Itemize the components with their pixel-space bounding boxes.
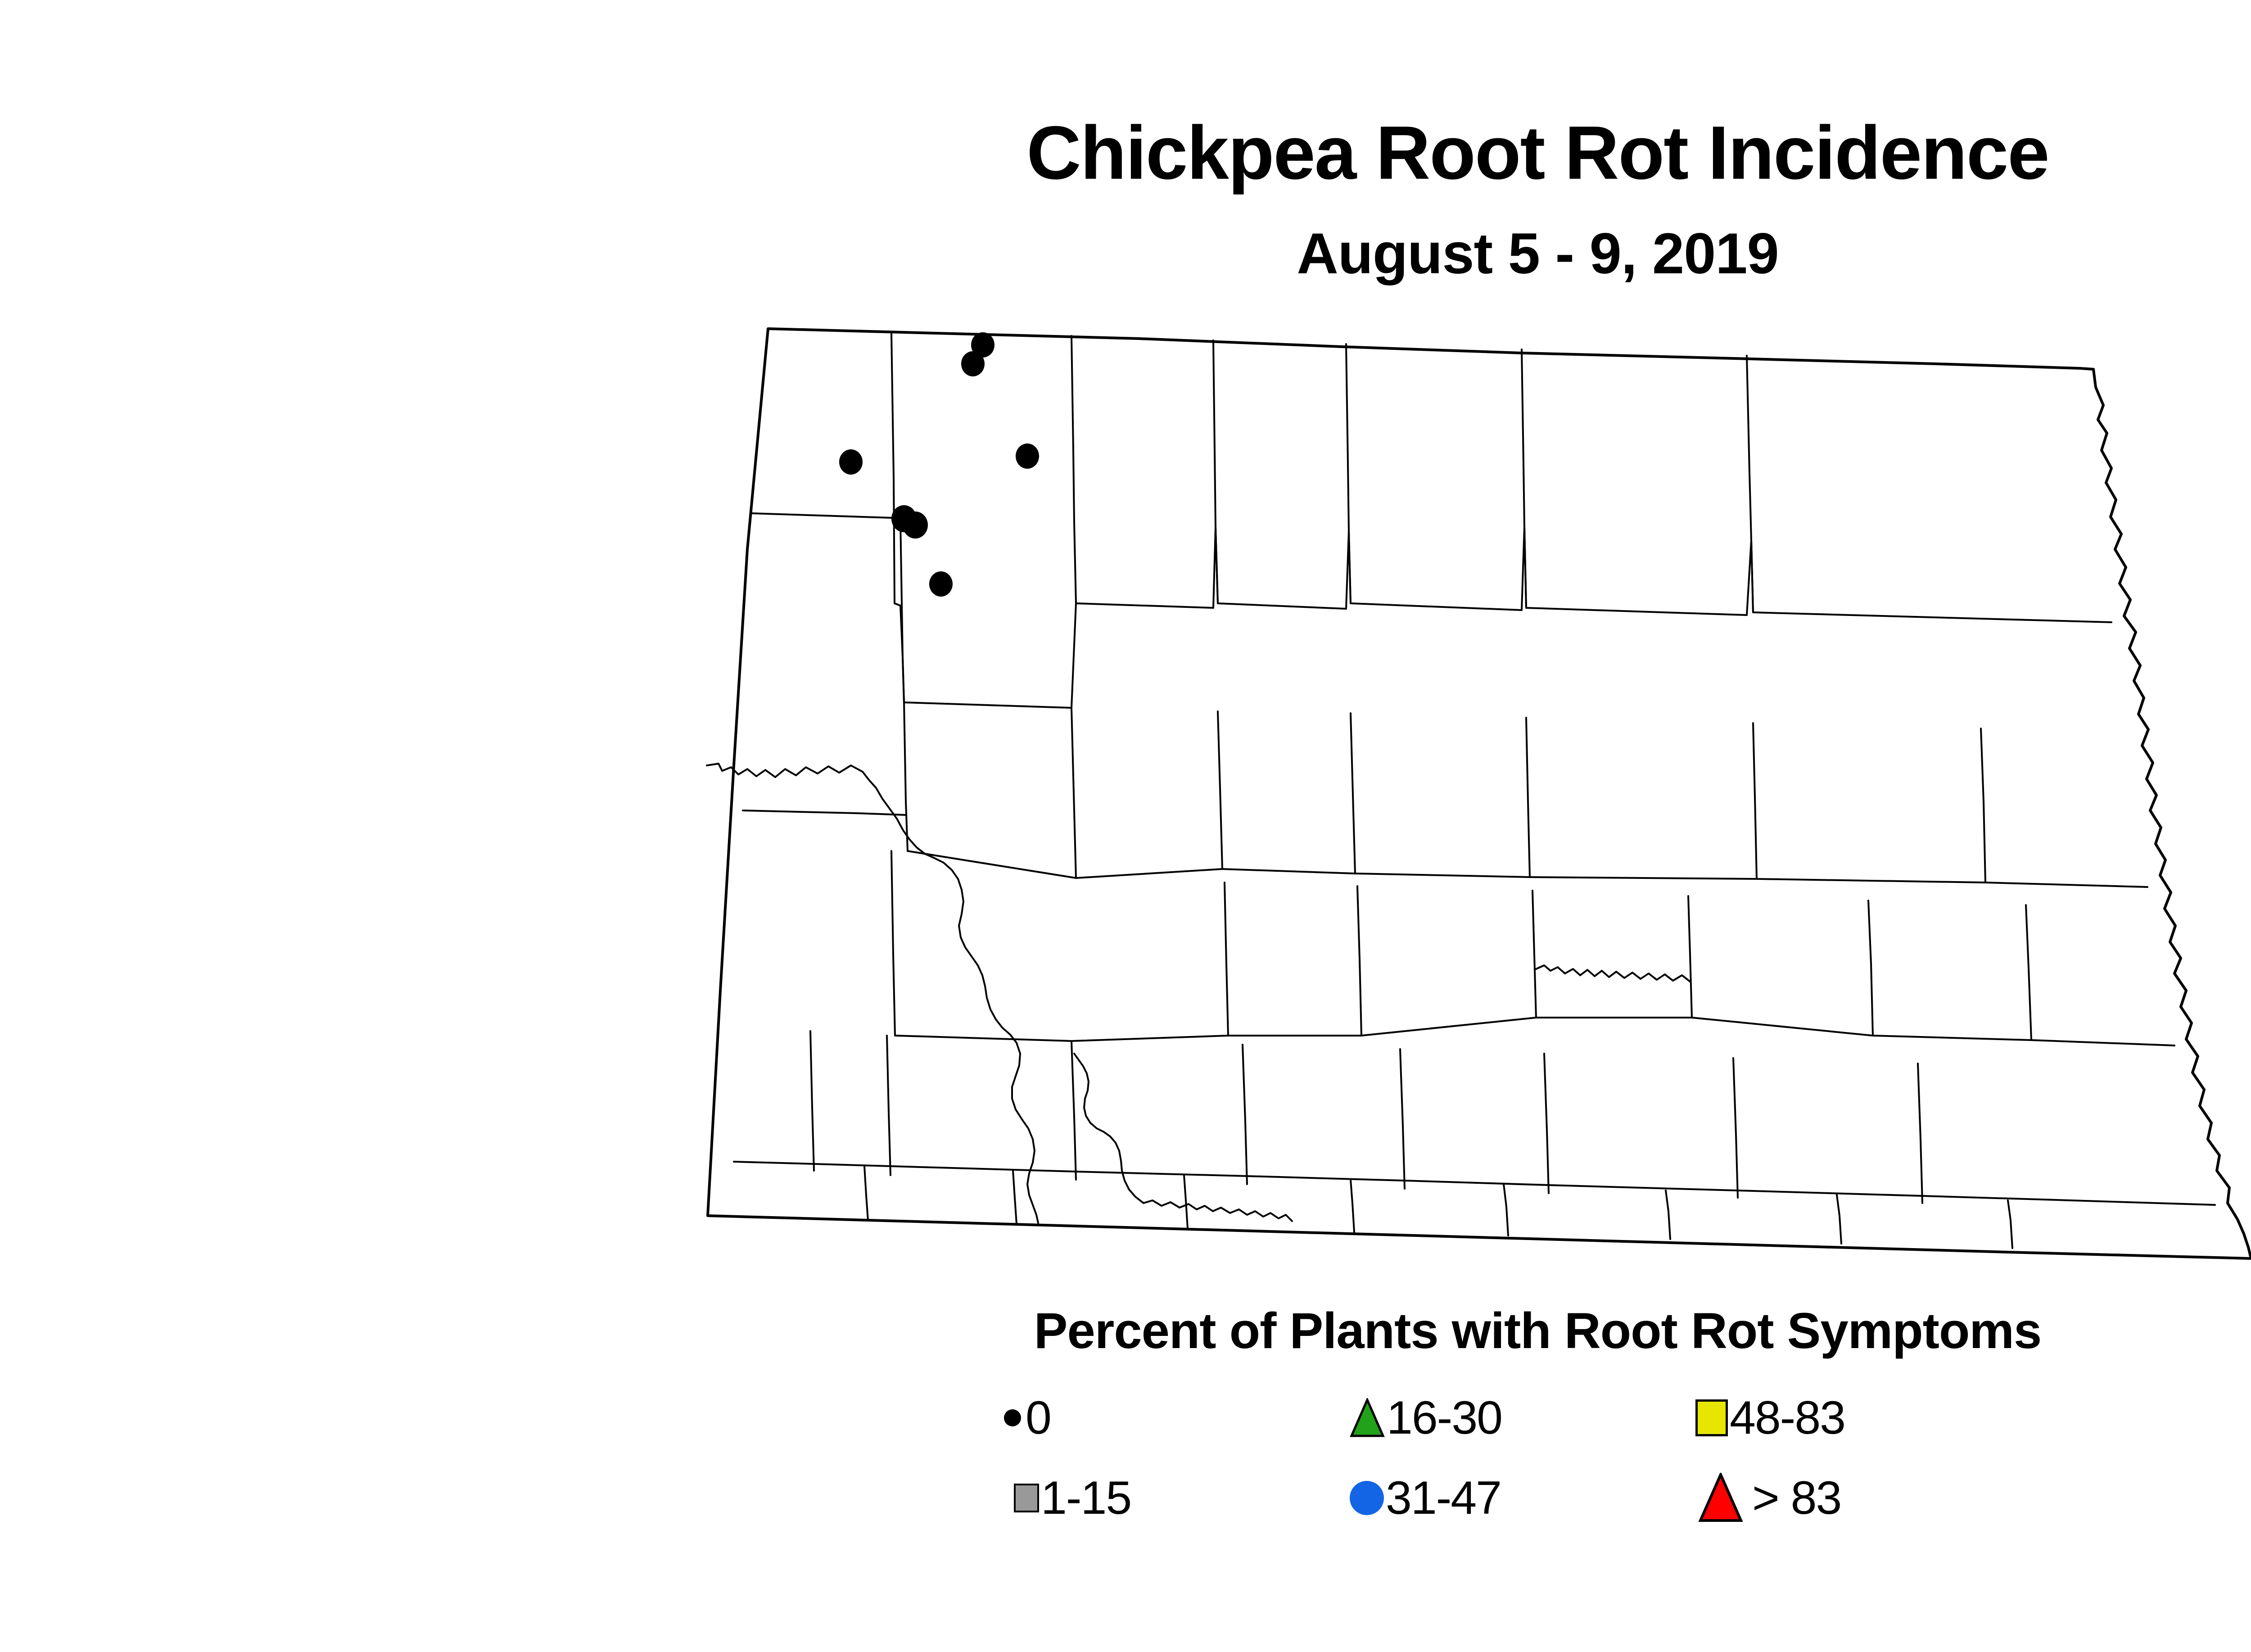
county-line-kidder-stutsman — [1543, 1053, 1550, 1194]
county-line-sheridan-wells — [1356, 885, 1362, 1036]
legend-entry-48-83[interactable]: 48-83 — [1656, 1378, 2002, 1458]
north-dakota-map — [675, 315, 2251, 1283]
page-subtitle: August 5 - 9, 2019 — [1297, 222, 1779, 286]
legend-row-top: 0 16-30 48-83 — [1004, 1378, 2084, 1458]
data-point-2 — [1016, 444, 1039, 469]
legend-title: Percent of Plants with Root Rot Symptoms — [1034, 1303, 2042, 1359]
missouri-river — [706, 763, 1039, 1224]
legend-label-16-30: 16-30 — [1387, 1392, 1503, 1444]
county-line-ward-mchenry — [1217, 711, 1223, 870]
legend-label-31-47: 31-47 — [1386, 1472, 1502, 1524]
legend-entry-31-47[interactable]: 31-47 — [1310, 1458, 1656, 1538]
county-line-mchenry-pierce — [1350, 712, 1356, 874]
red-triangle-icon — [1698, 1473, 1743, 1523]
county-line-barnes-cass — [1917, 1063, 1923, 1204]
data-point-1 — [961, 351, 985, 376]
county-line-tier2-williams-south — [742, 810, 907, 816]
legend-grid: 0 16-30 48-83 1-15 — [1004, 1378, 2084, 1538]
county-line-morton-burleigh — [1242, 1044, 1248, 1185]
county-line-renville-bottineau — [1071, 335, 1077, 604]
data-point-0 — [971, 332, 994, 358]
legend-label-1-15: 1-15 — [1041, 1472, 1132, 1524]
county-boundaries — [706, 327, 2251, 1260]
county-line-adams-hettinger — [1012, 1170, 1017, 1225]
yellow-square-icon — [1695, 1399, 1728, 1436]
legend-entry-1-15[interactable]: 1-15 — [1004, 1458, 1310, 1538]
county-line-benson-ramsey — [1752, 722, 1758, 880]
county-line-nelson-grandforks — [1867, 900, 1874, 1036]
county-line-bowman-adams — [863, 1165, 869, 1221]
map-legend: Percent of Plants with Root Rot Symptoms… — [0, 1303, 2251, 1522]
county-line-emmons-logan — [1503, 1183, 1509, 1236]
county-line-mclean-sheridan — [1224, 882, 1229, 1036]
river-cannonball — [1073, 1053, 1293, 1222]
county-line-stutsman-barnes — [1732, 1057, 1739, 1199]
county-line-burleigh-kidder — [1399, 1048, 1406, 1190]
legend-label-0: 0 — [1026, 1392, 1052, 1444]
county-line-mountrail-ward — [1071, 707, 1077, 879]
county-line-tier2-south — [907, 850, 2148, 888]
county-line-grant-emmons — [1350, 1179, 1355, 1233]
county-line-stark-morton — [1071, 1040, 1077, 1181]
data-point-3 — [839, 449, 863, 475]
legend-label-48-83: 48-83 — [1730, 1392, 1846, 1444]
county-line-gf-traill — [2025, 904, 2032, 1041]
county-line-ransom-richland — [2007, 1199, 2013, 1249]
county-line-golden-billings — [809, 1030, 815, 1172]
county-line-billings-stark — [886, 1035, 891, 1176]
lake-devils — [1535, 964, 1691, 982]
county-line-hettinger-grant — [1183, 1174, 1189, 1229]
gray-square-icon — [1014, 1484, 1039, 1512]
county-line-divide-burke — [890, 332, 895, 604]
county-line-logan-lamoure — [1665, 1190, 1671, 1240]
legend-entry-gt-83[interactable]: > 83 — [1656, 1458, 2002, 1538]
county-line-tier3-south — [895, 1017, 2175, 1046]
page-title: Chickpea Root Rot Incidence — [1026, 110, 2049, 195]
county-line-ramsey-walsh — [1980, 728, 1986, 883]
county-line-mckenzie-dunn — [890, 850, 896, 1036]
county-line-eddy-nelson — [1687, 895, 1693, 1018]
county-line-lamoure-ransom — [1836, 1194, 1842, 1245]
data-point-5 — [903, 511, 928, 539]
legend-row-bottom: 1-15 31-47 > 83 — [1004, 1458, 2084, 1538]
green-triangle-icon — [1350, 1398, 1385, 1438]
data-points — [839, 332, 1039, 597]
black-dot-icon — [1004, 1409, 1021, 1426]
legend-entry-16-30[interactable]: 16-30 — [1310, 1378, 1656, 1458]
county-line-wells-eddy — [1532, 890, 1537, 1018]
data-point-6 — [929, 571, 953, 597]
county-line-tier1-south — [894, 518, 2112, 709]
state-outline — [706, 327, 2251, 1260]
county-line-pierce-benson — [1525, 717, 1531, 878]
map-svg — [706, 327, 2251, 1260]
legend-entry-0[interactable]: 0 — [1004, 1378, 1310, 1458]
county-line-tier4-south — [733, 1161, 2216, 1206]
legend-label-gt-83: > 83 — [1752, 1472, 1842, 1524]
blue-circle-icon — [1350, 1481, 1384, 1515]
